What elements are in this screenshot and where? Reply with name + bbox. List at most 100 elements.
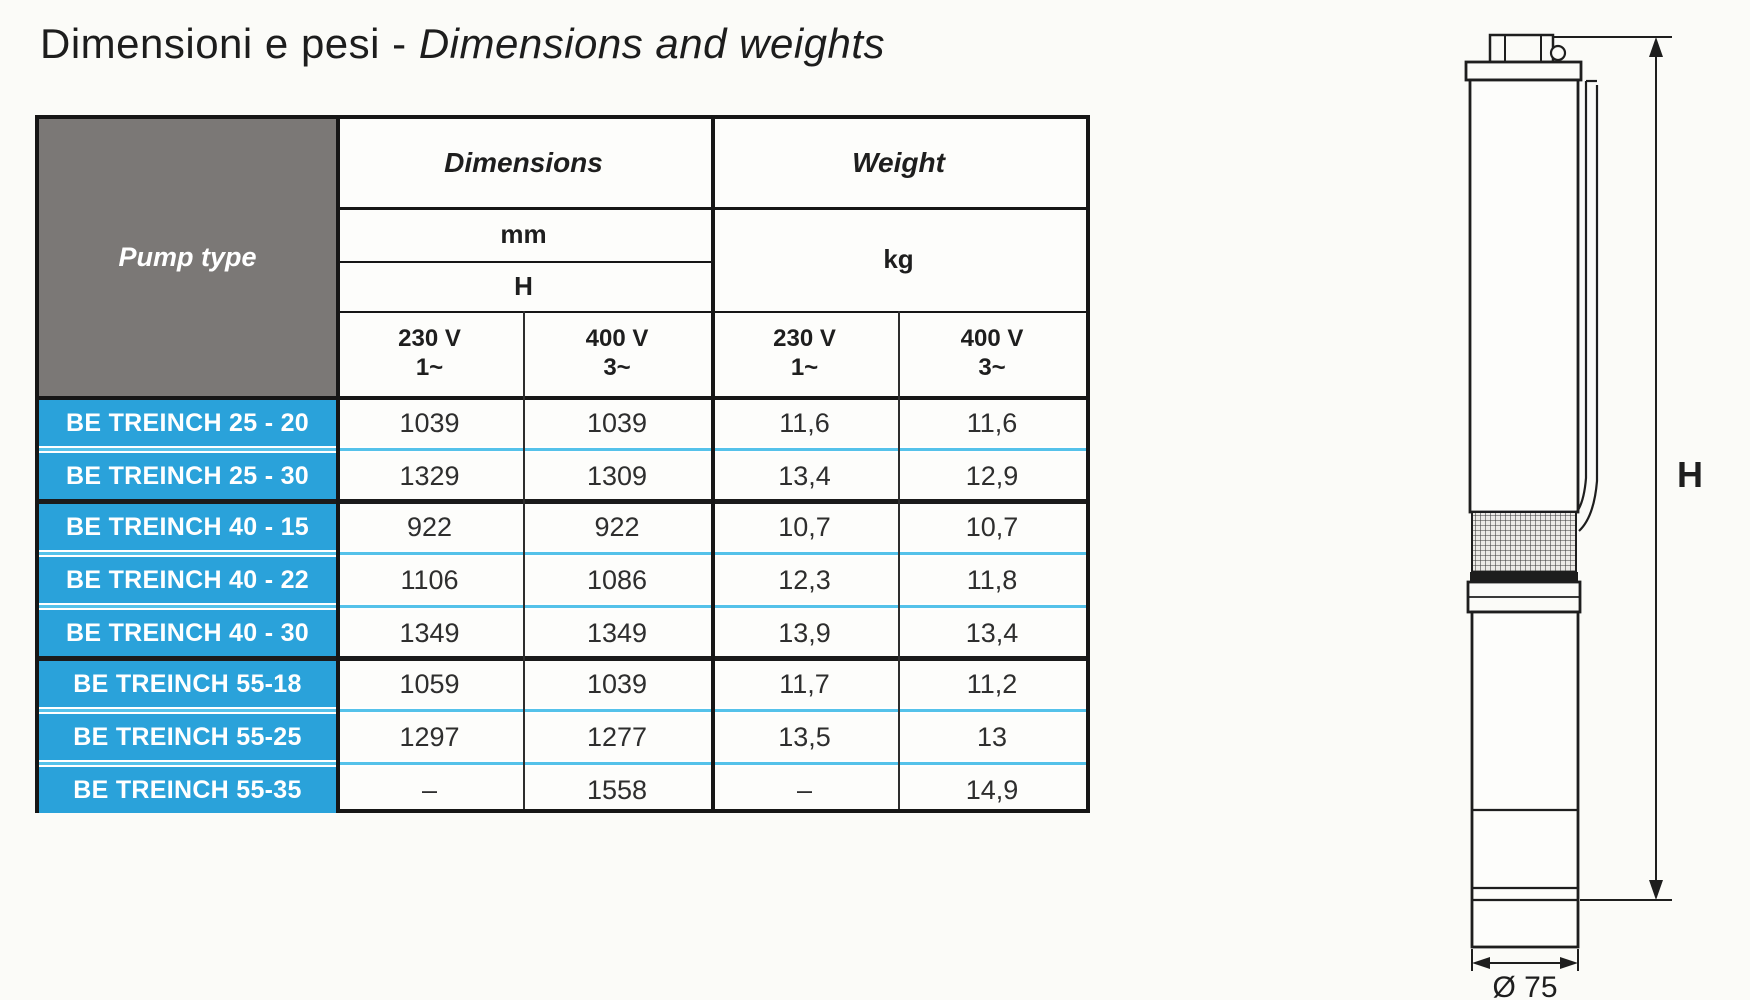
pump-type-cell: BE TREINCH 40 - 22 xyxy=(39,557,336,603)
dim-h-230v-cell: 922 xyxy=(406,511,453,542)
page-title: Dimensioni e pesi - Dimensions and weigh… xyxy=(40,20,885,68)
dim-h-230v-cell: 1106 xyxy=(400,564,459,595)
title-separator: - xyxy=(380,20,419,67)
dim-h-400v-cell: 1349 xyxy=(586,617,648,648)
table-row: BE TREINCH 55-35 – 1558 – 14,9 xyxy=(39,767,1086,813)
weight-400v-cell: 11,6 xyxy=(966,407,1018,438)
strainer-mesh xyxy=(1471,511,1577,573)
strainer-base-band xyxy=(1470,572,1578,582)
table-row: BE TREINCH 25 - 30 1329 1309 13,4 12,9 xyxy=(39,453,1086,499)
column-rule xyxy=(336,119,340,809)
motor-body xyxy=(1468,78,1580,514)
column-rule xyxy=(711,119,715,809)
row-separator xyxy=(39,760,1086,767)
voltage-label: 230 V xyxy=(773,324,836,352)
voltage-label: 400 V xyxy=(585,324,649,352)
table-row: BE TREINCH 40 - 15 922 922 10,7 10,7 xyxy=(39,504,1086,550)
dimensions-unit-mm: mm xyxy=(500,218,547,249)
weight-400v-cell: 11,2 xyxy=(966,668,1018,699)
dim-h-230v-cell: 1297 xyxy=(399,721,460,752)
phase-label: 1~ xyxy=(415,353,444,381)
row-separator xyxy=(39,550,1086,557)
weight-400v-cell: 13 xyxy=(976,721,1008,752)
height-dim-label: H xyxy=(1677,454,1703,495)
pump-type-cell: BE TREINCH 40 - 15 xyxy=(39,504,336,550)
height-dimension xyxy=(1553,36,1672,901)
header-rule xyxy=(336,261,711,263)
cable-gland xyxy=(1549,44,1567,62)
pump-drawing: H Ø 75 xyxy=(1464,33,1703,1000)
table-row: BE TREINCH 55-18 1059 1039 11,7 11,2 xyxy=(39,661,1086,707)
diameter-dim-label: Ø 75 xyxy=(1492,971,1557,1000)
weight-230v-cell: 11,7 xyxy=(779,668,830,699)
pump-type-cell: BE TREINCH 40 - 30 xyxy=(39,610,336,656)
header-body-rule xyxy=(39,396,1086,400)
weight-230v-cell: 12,3 xyxy=(778,564,831,595)
dim-h-400v-cell: 922 xyxy=(594,511,640,542)
weight-230v-cell: 11,6 xyxy=(779,407,830,438)
weight-230v-cell: 13,5 xyxy=(778,721,831,752)
dim-h-400v-cell: 1086 xyxy=(586,564,648,595)
table-row: BE TREINCH 40 - 30 1349 1349 13,9 13,4 xyxy=(39,610,1086,656)
dim-h-400v-cell: 1277 xyxy=(586,721,648,752)
pump-type-cell: BE TREINCH 55-35 xyxy=(39,767,336,813)
voltage-header-dim-400: 400 V 3~ xyxy=(523,311,711,396)
row-separator xyxy=(39,603,1086,610)
phase-label: 3~ xyxy=(603,353,631,381)
group-separator xyxy=(39,499,1086,504)
weight-230v-cell: – xyxy=(796,774,813,805)
dimensions-header: Dimensions xyxy=(444,147,603,178)
voltage-header-dim-230: 230 V 1~ xyxy=(336,311,523,396)
weight-header: Weight xyxy=(852,147,945,178)
row-separator xyxy=(39,707,1086,714)
voltage-label: 400 V xyxy=(960,324,1024,352)
pump-lower-body xyxy=(1470,610,1580,949)
table-body: BE TREINCH 25 - 20 1039 1039 11,6 11,6 B… xyxy=(39,400,1086,813)
voltage-label: 230 V xyxy=(398,324,461,352)
pump-type-header: Pump type xyxy=(39,119,336,396)
dim-h-230v-cell: – xyxy=(421,774,438,805)
dim-h-400v-cell: 1039 xyxy=(586,407,648,438)
weight-400v-cell: 12,9 xyxy=(965,460,1019,491)
title-italian: Dimensioni e pesi xyxy=(40,20,380,67)
phase-label: 1~ xyxy=(790,353,819,381)
weight-400v-cell: 10,7 xyxy=(965,511,1019,542)
pump-type-cell: BE TREINCH 55-18 xyxy=(39,661,336,707)
weight-unit-kg: kg xyxy=(883,243,914,274)
mid-flange xyxy=(1466,580,1582,614)
title-english: Dimensions and weights xyxy=(418,20,886,67)
top-flange xyxy=(1464,60,1583,82)
dim-h-400v-cell: 1039 xyxy=(586,668,648,699)
dim-h-400v-cell: 1309 xyxy=(586,460,648,491)
dim-h-230v-cell: 1059 xyxy=(399,668,460,699)
weight-400v-cell: 11,8 xyxy=(966,564,1018,595)
weight-400v-cell: 13,4 xyxy=(965,617,1019,648)
weight-230v-cell: 13,9 xyxy=(778,617,831,648)
pump-type-cell: BE TREINCH 25 - 20 xyxy=(39,400,336,446)
weight-230v-cell: 10,7 xyxy=(778,511,831,542)
cable-guard xyxy=(1575,79,1599,532)
voltage-header-wt-400: 400 V 3~ xyxy=(898,311,1086,396)
weight-230v-cell: 13,4 xyxy=(778,460,831,491)
weight-400v-cell: 14,9 xyxy=(965,774,1019,805)
pump-type-cell: BE TREINCH 55-25 xyxy=(39,714,336,760)
pump-top-cap xyxy=(1488,33,1567,64)
dims-weights-table: Pump type Dimensions Weight mm H kg 230 … xyxy=(35,115,1090,813)
table-row: BE TREINCH 40 - 22 1106 1086 12,3 11,8 xyxy=(39,557,1086,603)
column-rule xyxy=(523,311,525,809)
dim-h-230v-cell: 1039 xyxy=(399,407,460,438)
voltage-header-wt-230: 230 V 1~ xyxy=(711,311,898,396)
dimensions-sub-h: H xyxy=(514,270,533,301)
dim-h-230v-cell: 1349 xyxy=(399,617,460,648)
pump-type-cell: BE TREINCH 25 - 30 xyxy=(39,453,336,499)
group-separator xyxy=(39,656,1086,661)
diameter-dimension xyxy=(1471,949,1579,971)
column-rule xyxy=(898,311,900,809)
dim-h-230v-cell: 1329 xyxy=(399,460,460,491)
row-separator xyxy=(39,446,1086,453)
table-row: BE TREINCH 25 - 20 1039 1039 11,6 11,6 xyxy=(39,400,1086,446)
phase-label: 3~ xyxy=(978,353,1006,381)
dim-h-400v-cell: 1558 xyxy=(586,774,648,805)
table-row: BE TREINCH 55-25 1297 1277 13,5 13 xyxy=(39,714,1086,760)
